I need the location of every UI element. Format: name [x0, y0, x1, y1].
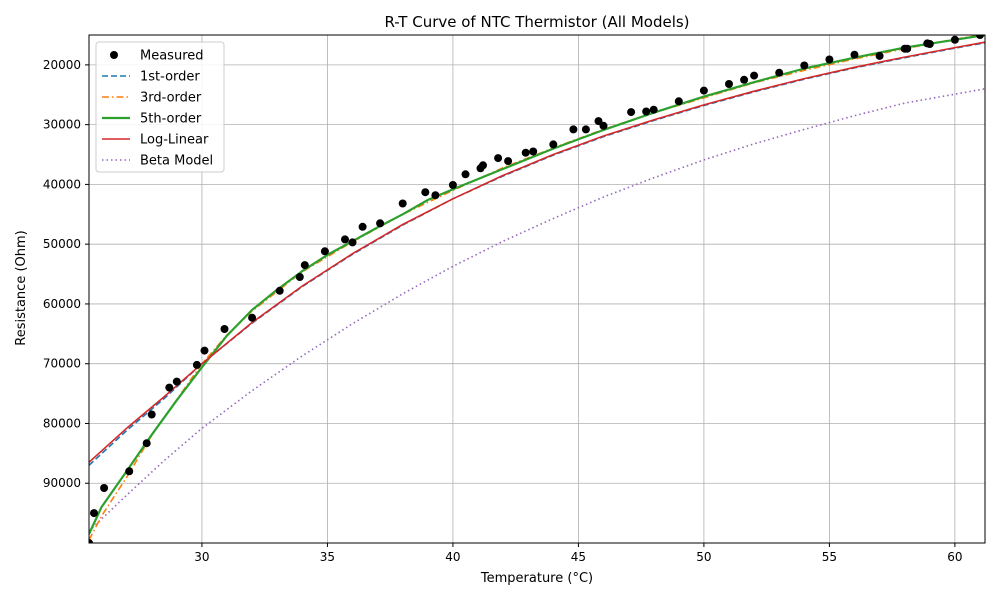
series-line-log-linear: [89, 41, 985, 463]
y-tick-label: 20000: [43, 58, 81, 72]
measured-point: [172, 377, 181, 386]
measured-point: [165, 383, 174, 392]
measured-point: [398, 199, 407, 208]
measured-point: [504, 157, 513, 166]
measured-point: [461, 170, 470, 179]
legend: Measured 1st-order 3rd-order 5th-order Log-L…: [95, 41, 225, 173]
measured-point: [594, 117, 603, 126]
legend-label-beta-model: Beta Model: [140, 154, 213, 169]
measured-point: [494, 154, 503, 163]
measured-point: [220, 325, 229, 333]
x-tick-label: 50: [696, 550, 711, 564]
legend-label-1st-order: 1st-order: [140, 70, 200, 85]
measured-point: [725, 80, 733, 88]
y-axis-ticks: 20000 30000 40000 50000 60000 70000 80000 90000: [43, 58, 89, 490]
measured-point: [642, 107, 651, 116]
measured-point: [950, 35, 959, 44]
y-tick-label: 40000: [43, 177, 81, 191]
y-tick-label: 60000: [43, 297, 81, 311]
measured-point: [89, 539, 93, 543]
y-tick-label: 30000: [43, 118, 81, 132]
measured-point: [903, 44, 912, 53]
measured-point: [320, 247, 329, 256]
measured-point: [358, 222, 367, 231]
x-tick-label: 55: [822, 550, 837, 564]
measured-point: [925, 40, 934, 48]
measured-point: [521, 148, 530, 157]
measured-point: [431, 191, 440, 200]
x-tick-label: 40: [445, 550, 460, 564]
legend-label-3rd-order: 3rd-order: [140, 91, 202, 106]
y-tick-label: 80000: [43, 416, 81, 430]
measured-point: [699, 86, 708, 95]
measured-point: [875, 51, 884, 60]
measured-point: [800, 61, 809, 70]
measured-point: [549, 140, 558, 149]
measured-point: [599, 121, 608, 130]
measured-point: [569, 125, 578, 134]
measured-point: [348, 238, 357, 247]
y-axis-label: Resistance (Ohm): [14, 230, 29, 345]
legend-label-measured: Measured: [140, 49, 204, 64]
measured-point: [200, 346, 209, 355]
y-tick-label: 90000: [43, 476, 81, 490]
measured-point: [275, 286, 284, 295]
plot-frame: [88, 34, 986, 544]
series-line-beta-model: [89, 88, 985, 532]
legend-marker-measured: [110, 51, 118, 59]
x-tick-label: 35: [320, 550, 335, 564]
x-tick-label: 60: [947, 550, 962, 564]
measured-point: [448, 181, 457, 189]
measured-point: [90, 509, 98, 518]
measured-point: [376, 219, 385, 228]
measured-point: [740, 75, 749, 84]
x-axis-label: Temperature (°C): [480, 571, 593, 586]
legend-label-5th-order: 5th-order: [140, 112, 202, 127]
grid: [89, 35, 985, 543]
chart-title: R-T Curve of NTC Thermistor (All Models): [384, 13, 689, 31]
measured-point: [100, 484, 109, 492]
measured-point: [479, 161, 487, 170]
measured-point: [825, 55, 834, 64]
y-tick-label: 50000: [43, 237, 81, 251]
measured-point: [421, 188, 430, 197]
measured-point: [674, 97, 683, 106]
measured-point: [649, 105, 658, 114]
measured-point: [529, 147, 538, 156]
measured-point: [341, 235, 349, 244]
measured-point: [750, 71, 759, 80]
measured-point: [976, 35, 984, 39]
measured-point: [295, 273, 304, 281]
series-line-5th-order: [89, 35, 985, 535]
measured-point: [142, 439, 151, 448]
measured-points: [89, 35, 984, 543]
measured-point: [248, 313, 257, 322]
measured-point: [581, 125, 590, 134]
measured-point: [775, 68, 784, 77]
legend-label-log-linear: Log-Linear: [140, 133, 209, 148]
y-tick-label: 70000: [43, 357, 81, 371]
measured-point: [192, 360, 201, 369]
measured-point: [627, 108, 636, 117]
measured-point: [300, 261, 309, 270]
measured-point: [850, 50, 859, 59]
x-tick-label: 30: [194, 550, 209, 564]
measured-point: [125, 467, 134, 476]
x-axis-ticks: 30 35 40 45 50 55 60: [194, 543, 963, 564]
series-layer: [89, 35, 985, 541]
x-tick-label: 45: [571, 550, 586, 564]
measured-point: [147, 410, 156, 419]
